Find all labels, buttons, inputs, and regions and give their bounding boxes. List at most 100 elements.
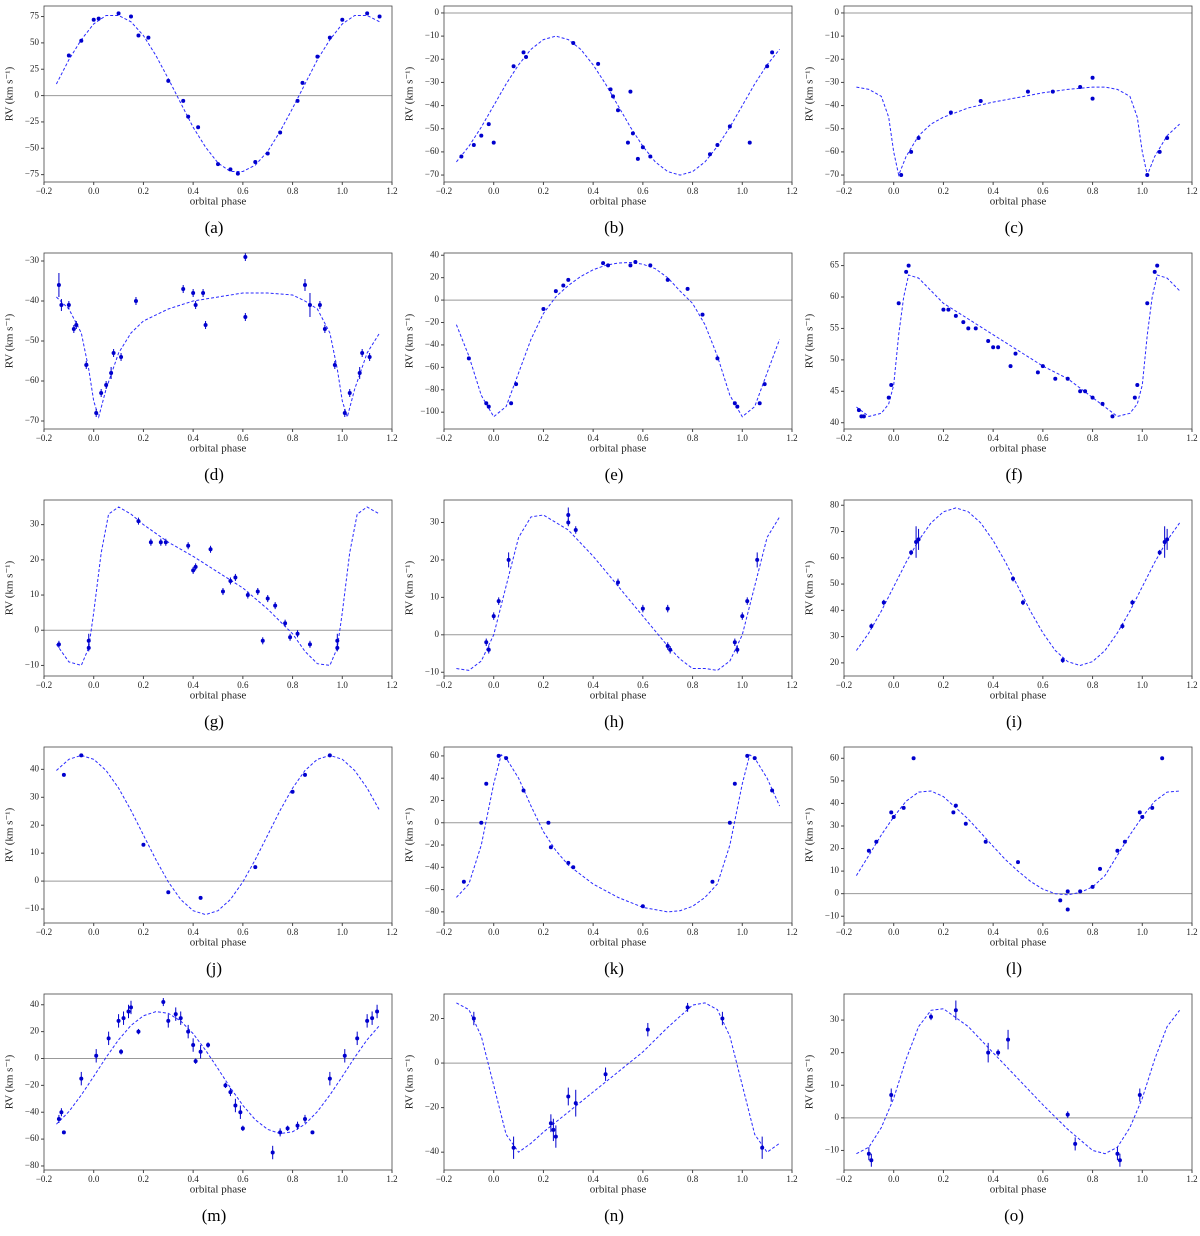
x-tick-label: 0.8	[287, 1174, 299, 1184]
data-point	[94, 1053, 99, 1058]
data-point	[640, 145, 645, 150]
data-point	[61, 1130, 66, 1135]
y-tick-label: 20	[830, 657, 840, 667]
x-tick-label: 0.8	[687, 433, 699, 443]
data-point	[216, 162, 220, 167]
data-point	[889, 383, 894, 387]
x-tick-label: 0.4	[988, 1174, 1000, 1184]
x-tick-label: 0.0	[88, 927, 100, 937]
data-point	[136, 519, 141, 524]
panel-label: (i)	[1006, 712, 1022, 731]
data-point	[648, 263, 653, 268]
x-tick-label: 1.2	[386, 433, 397, 443]
y-axis-label: RV (km s⁻¹)	[404, 807, 416, 862]
y-tick-label: 40	[430, 249, 440, 259]
y-tick-label: 30	[830, 1014, 840, 1024]
x-tick-label: 1.2	[786, 1174, 797, 1184]
x-tick-label: 1.2	[386, 186, 397, 196]
data-point	[1115, 848, 1120, 853]
plot-frame	[43, 5, 393, 183]
y-tick-label: 20	[830, 843, 840, 853]
data-point	[524, 54, 529, 59]
data-point	[208, 547, 213, 552]
data-point	[603, 1072, 608, 1077]
y-axis-label: RV (km s⁻¹)	[804, 560, 816, 615]
data-point	[479, 820, 484, 825]
y-tick-label: 0	[35, 90, 40, 100]
data-point	[1073, 1141, 1078, 1146]
panel: −0.2 0.0 0.2 0.4 0.6 0.8 1.0 1.2 −100 −80 −60 −40 −2…	[404, 249, 798, 484]
y-tick-label: −25	[25, 116, 40, 126]
y-tick-label: −80	[425, 384, 440, 394]
data-point	[186, 543, 191, 548]
y-tick-label: −30	[25, 255, 40, 265]
x-tick-label: 1.0	[337, 680, 349, 690]
data-point	[201, 291, 206, 295]
data-point	[1152, 269, 1157, 274]
y-tick-label: −60	[425, 146, 440, 156]
data-point	[755, 557, 760, 562]
data-point	[61, 772, 66, 777]
x-tick-label: 1.0	[737, 680, 749, 690]
y-axis-label: RV (km s⁻¹)	[404, 1054, 416, 1109]
x-tick-label: 0.6	[637, 927, 649, 937]
x-tick-label: 0.0	[88, 186, 100, 196]
y-tick-label: 50	[30, 37, 40, 47]
data-point	[340, 17, 345, 22]
data-point	[310, 1130, 315, 1135]
x-tick-label: 0.8	[687, 1174, 699, 1184]
x-tick-label: 1.0	[1137, 927, 1149, 937]
data-point	[889, 810, 894, 815]
data-point	[948, 110, 953, 115]
data-point	[914, 540, 919, 545]
x-tick-label: 0.0	[488, 927, 500, 937]
y-tick-label: −10	[825, 910, 840, 920]
plot-frame	[443, 5, 793, 183]
y-tick-label: −50	[25, 335, 40, 345]
x-tick-label: 0.4	[188, 433, 200, 443]
x-tick-label: 1.2	[786, 186, 797, 196]
data-point	[732, 781, 737, 786]
data-point	[916, 136, 921, 140]
data-point	[196, 125, 201, 130]
data-point	[571, 865, 576, 870]
x-tick-label: 1.2	[786, 433, 797, 443]
data-point	[56, 283, 61, 287]
plot-frame	[43, 499, 393, 677]
data-point	[303, 1116, 307, 1121]
y-tick-label: −70	[425, 169, 440, 179]
data-point	[484, 401, 489, 406]
panel-label: (h)	[604, 712, 624, 731]
y-tick-label: −75	[25, 169, 40, 179]
panel-label: (j)	[206, 959, 222, 978]
data-point	[553, 1134, 558, 1139]
y-tick-label: −70	[825, 169, 840, 179]
data-point	[904, 269, 909, 274]
data-point	[1135, 383, 1140, 387]
x-tick-label: 0.6	[1037, 186, 1049, 196]
x-tick-label: 0.0	[488, 680, 500, 690]
x-tick-label: −0.2	[836, 1174, 852, 1184]
y-tick-label: −40	[825, 100, 840, 110]
data-point	[628, 263, 633, 268]
y-tick-label: 0	[835, 7, 840, 17]
data-point	[126, 1009, 131, 1014]
x-axis-label: orbital phase	[190, 1184, 247, 1196]
data-point	[978, 98, 983, 103]
y-axis-label: RV (km s⁻¹)	[804, 1054, 816, 1109]
y-axis-label: RV (km s⁻¹)	[804, 66, 816, 121]
x-tick-label: 0.8	[287, 680, 299, 690]
y-tick-label: −100	[420, 406, 439, 416]
data-point	[573, 527, 578, 532]
data-point	[566, 860, 571, 865]
x-tick-label: 0.8	[287, 186, 299, 196]
data-point	[856, 408, 861, 413]
data-point	[760, 1145, 765, 1150]
data-point	[1065, 1112, 1070, 1117]
data-point	[986, 339, 991, 343]
data-point	[1025, 89, 1030, 94]
x-axis-label: orbital phase	[990, 196, 1047, 208]
data-point	[1145, 301, 1150, 306]
y-tick-label: 10	[30, 847, 40, 857]
data-point	[253, 159, 258, 164]
